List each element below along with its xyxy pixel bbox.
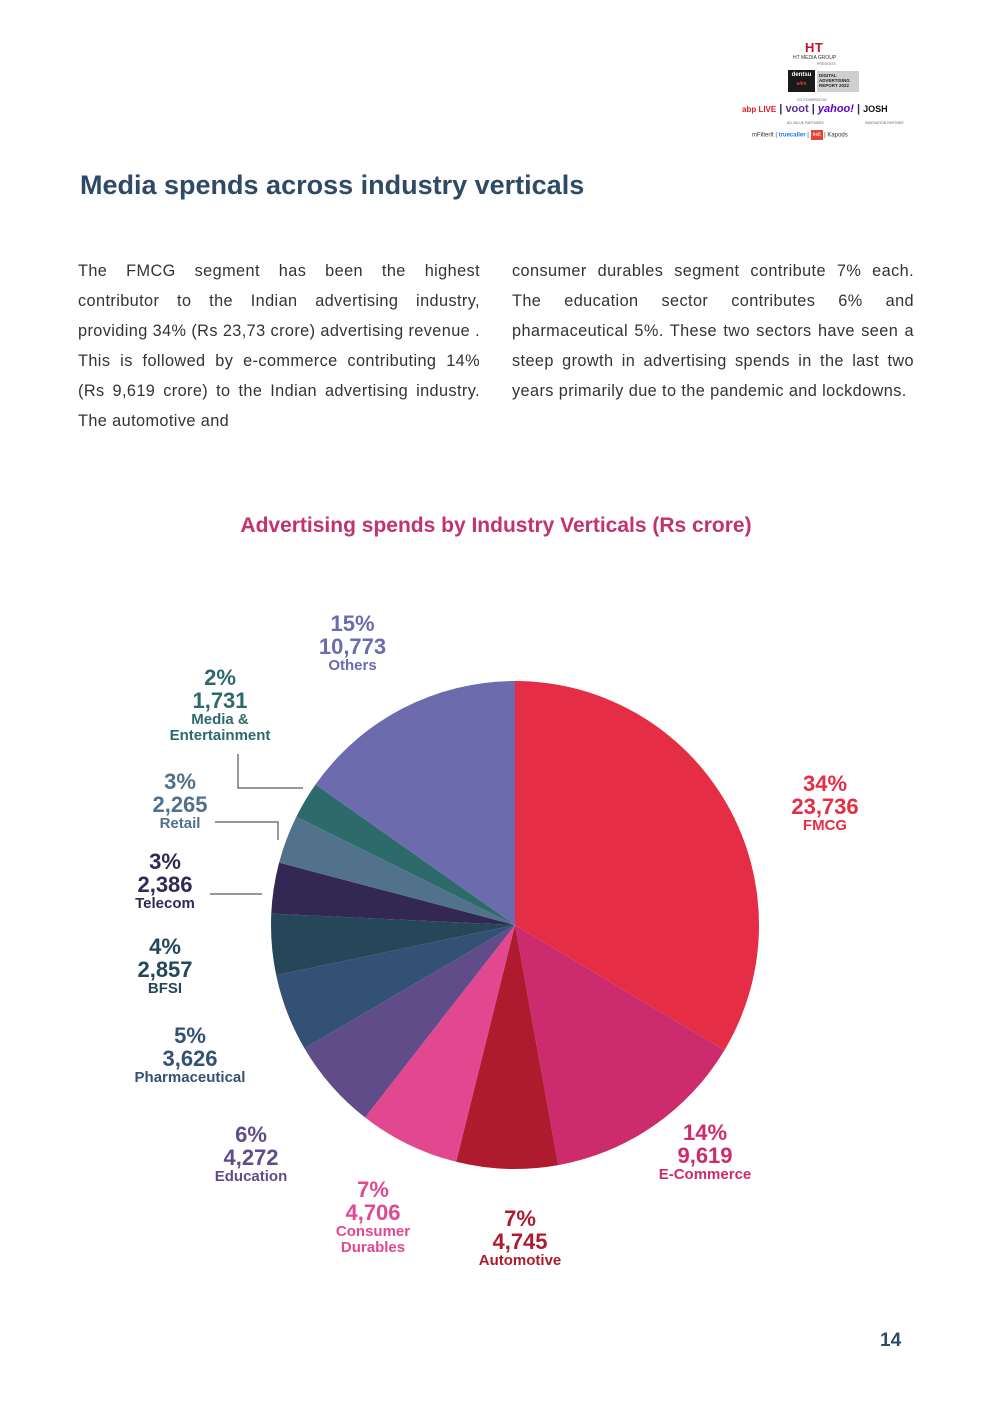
presents-label: PRESENTS	[817, 62, 836, 66]
trell-logo: trell	[810, 130, 823, 140]
ht-media-group-label: HT MEDIA GROUP	[793, 55, 837, 61]
ad-value-caption: AD VALUE PARTNERS	[787, 121, 824, 125]
slice-label-retail: 3% 2,265 Retail	[152, 769, 208, 832]
josh-logo: JOSH	[863, 104, 888, 114]
voot-logo: voot	[785, 103, 809, 115]
sponsor-logos: mFilterIt | truecaller | trell | Kapods	[752, 130, 848, 140]
slice-label-pharmaceutical: 5% 3,626 Pharmaceutical	[134, 1023, 246, 1086]
pie-slice-e-commerce	[515, 925, 725, 1166]
pie-slice-automotive	[456, 925, 559, 1170]
pie-chart	[210, 681, 760, 1170]
partner-logos: abp LIVE | voot | yahoo! | JOSH	[742, 103, 888, 115]
pie-slice-education	[304, 925, 515, 1118]
pie-slice-telecom	[271, 862, 515, 925]
page-number: 14	[880, 1330, 902, 1351]
report-logo: DIGITAL ADVERTISING REPORT 2022	[817, 71, 859, 92]
slice-label-bfsi: 4% 2,857 BFSI	[137, 934, 193, 997]
chart-title: Advertising spends by Industry Verticals…	[240, 514, 752, 537]
slice-label-media-entertainment: 2% 1,731 Media & Entertainment	[169, 665, 271, 744]
slice-label-consumer-durables: 7% 4,706 Consumer Durables	[335, 1177, 411, 1256]
yahoo-logo: yahoo!	[817, 103, 854, 115]
pie-slice-retail	[279, 816, 515, 925]
pie-slice-media-entertainment	[296, 784, 515, 925]
page-title: Media spends across industry verticals	[80, 170, 585, 200]
leader-line-media-entertainment	[237, 754, 303, 789]
slice-label-others: 15% 10,773 Others	[318, 611, 387, 674]
body-text-left: The FMCG segment has been the highest co…	[78, 262, 480, 430]
co-powered-caption: CO-POWERED BY	[797, 98, 828, 102]
kapods-logo: Kapods	[827, 132, 848, 139]
pie-slice-bfsi	[270, 913, 515, 976]
leader-line-retail	[215, 821, 279, 840]
abp-live-logo: abp LIVE	[742, 105, 777, 114]
slice-label-fmcg: 34% 23,736 FMCG	[791, 771, 859, 834]
pie-slice-consumer-durables	[365, 925, 515, 1162]
slice-label-education: 6% 4,272 Education	[214, 1122, 288, 1185]
slice-label-ecommerce: 14% 9,619 E-Commerce	[658, 1120, 752, 1183]
mfilterit-logo: mFilterIt	[752, 132, 774, 139]
pie-slice-fmcg	[515, 681, 760, 1051]
slice-label-automotive: 7% 4,745 Automotive	[478, 1206, 562, 1269]
pie-slice-pharmaceutical	[276, 925, 515, 1049]
slice-label-telecom: 3% 2,386 Telecom	[135, 849, 195, 912]
leader-lines	[210, 754, 303, 895]
ht-logo: HT	[805, 40, 824, 55]
pie-slice-others	[315, 681, 515, 925]
pie-slices	[270, 681, 760, 1170]
truecaller-logo: truecaller	[778, 132, 806, 139]
body-text-right: consumer durables segment contribute 7% …	[512, 262, 914, 400]
innovation-caption: INNOVATION PARTNER	[865, 121, 904, 125]
dentsu-logo: dentsu a4m	[788, 70, 815, 92]
sponsor-logo-block: HT HT MEDIA GROUP PRESENTS dentsu a4m DIG…	[737, 38, 912, 148]
